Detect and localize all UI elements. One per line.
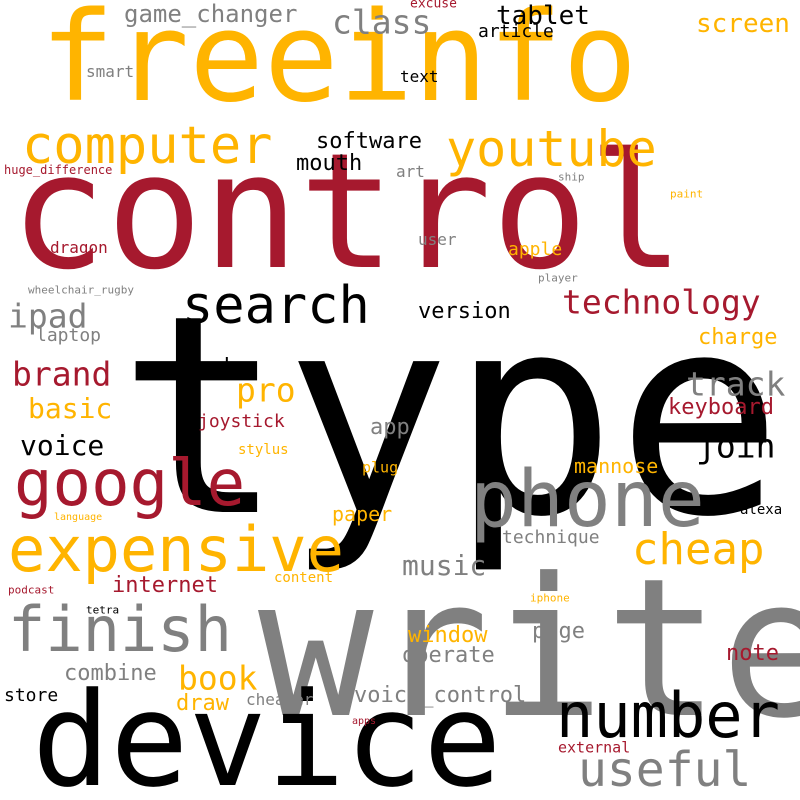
word-software: software — [316, 129, 422, 154]
word-wheelchair-rugby: wheelchair_rugby — [28, 283, 134, 297]
word-write: write — [258, 538, 800, 761]
word-combine: combine — [64, 661, 157, 686]
word-finish: finish — [8, 593, 232, 666]
word-basic: basic — [28, 392, 113, 425]
word-text: text — [400, 67, 439, 86]
word-voice-control: voice_control — [354, 683, 527, 708]
word-youtube: youtube — [446, 120, 657, 178]
word-ship: ship — [558, 170, 585, 184]
word-number: number — [556, 679, 780, 752]
word-brand: brand — [12, 354, 112, 394]
word-plug: plug — [362, 458, 399, 477]
word-book: book — [178, 658, 258, 698]
word-smart: smart — [86, 62, 135, 81]
word-art: art — [396, 162, 425, 181]
word-technology: technology — [562, 282, 761, 322]
word-tablet: tablet — [496, 1, 590, 31]
word-class: class — [332, 2, 432, 42]
word-podcast: podcast — [8, 583, 55, 597]
word-track: track — [686, 364, 786, 404]
word-freeinfo: freeinfo — [40, 0, 638, 130]
word-phone: phone — [470, 455, 705, 545]
word-apple: apple — [508, 239, 563, 260]
word-content: content — [274, 570, 334, 586]
word-tetra: tetra — [86, 603, 120, 617]
word-game-changer: game_changer — [124, 0, 298, 28]
word-device: device — [32, 664, 502, 800]
word-laptop: laptop — [36, 325, 102, 346]
word-joystick: joystick — [198, 411, 285, 432]
word-language: language — [54, 512, 103, 523]
word-cheaper: cheaper — [246, 690, 314, 709]
word-mannose: mannose — [574, 454, 659, 478]
word-app: app — [370, 415, 410, 440]
word-note: note — [726, 641, 779, 666]
word-iphone: iphone — [530, 591, 570, 605]
word-internet: internet — [112, 573, 218, 598]
word-google: google — [14, 447, 246, 521]
word-draw: draw — [176, 691, 229, 716]
word-huge-difference: huge_difference — [4, 163, 113, 177]
word-dragon: dragon — [50, 238, 108, 257]
word-computer: computer — [22, 116, 273, 176]
word-store: store — [4, 685, 59, 706]
word-operate: operate — [402, 643, 495, 668]
word-pro: pro — [236, 370, 296, 410]
word-search: search — [182, 276, 370, 336]
word-technique: technique — [502, 527, 600, 548]
word-screen: screen — [696, 9, 790, 39]
word-page: page — [532, 619, 585, 644]
word-useful: useful — [578, 742, 752, 798]
word-join: join — [696, 426, 776, 466]
word-player: player — [538, 271, 578, 285]
word-version: version — [418, 299, 511, 324]
word-control: control — [10, 118, 685, 305]
word-external: external — [558, 738, 631, 757]
word-window: window — [408, 623, 488, 648]
word-paint: paint — [670, 187, 704, 201]
word-excuse: excuse — [410, 0, 457, 12]
word-user: user — [418, 230, 457, 249]
word-charge: charge — [698, 325, 778, 350]
word-stylus: stylus — [238, 442, 289, 458]
word-apps: apps — [352, 716, 377, 727]
word-expensive: expensive — [8, 513, 344, 586]
word-paper: paper — [332, 502, 393, 526]
word-tech: tech — [184, 355, 237, 380]
word-voice: voice — [20, 429, 105, 462]
word-alexa: alexa — [740, 502, 783, 518]
word-music: music — [402, 549, 487, 582]
word-cheap: cheap — [632, 524, 765, 575]
word-keyboard: keyboard — [668, 395, 774, 420]
word-mouth: mouth — [296, 151, 363, 176]
word-article: article — [478, 21, 554, 42]
word-type: type — [118, 257, 783, 578]
word-ipad: ipad — [8, 296, 88, 336]
